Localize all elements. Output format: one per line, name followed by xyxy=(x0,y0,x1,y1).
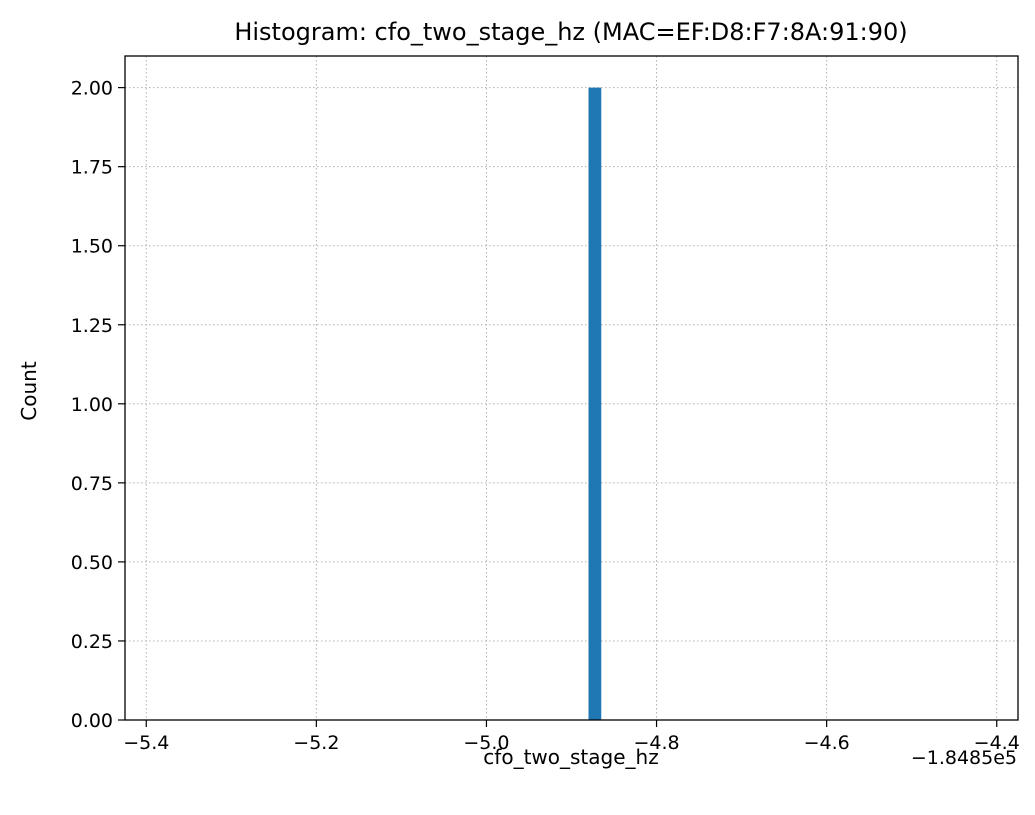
y-axis-label: Count xyxy=(17,361,41,421)
x-axis-ticks: −5.4 −5.2 −5.0 −4.8 −4.6 −4.4 xyxy=(123,720,1020,754)
x-tick-label: −4.6 xyxy=(804,732,850,754)
plot-frame xyxy=(124,55,1019,721)
x-tick-label: −5.0 xyxy=(463,732,509,754)
y-tick-label: 0.75 xyxy=(71,473,113,495)
y-tick-label: 2.00 xyxy=(71,78,113,100)
x-tick-label: −5.2 xyxy=(293,732,339,754)
grid-lines xyxy=(125,56,1018,721)
y-axis-ticks: 0.00 0.25 0.50 0.75 1.00 1.25 1.50 1.75 2.00 xyxy=(71,78,125,732)
x-tick-label: −5.4 xyxy=(123,732,169,754)
y-tick-label: 0.25 xyxy=(71,631,113,653)
y-tick-label: 1.25 xyxy=(71,315,113,337)
x-axis-offset-label: −1.8485e5 xyxy=(911,747,1017,769)
x-tick-label: −4.4 xyxy=(974,732,1020,754)
x-tick-label: −4.8 xyxy=(633,732,679,754)
y-tick-label: 1.00 xyxy=(71,394,113,416)
chart-title: Histogram: cfo_two_stage_hz (MAC=EF:D8:F… xyxy=(234,18,907,46)
y-tick-label: 1.75 xyxy=(71,157,113,179)
y-tick-label: 1.50 xyxy=(71,236,113,258)
y-tick-label: 0.50 xyxy=(71,552,113,574)
x-axis-label: cfo_two_stage_hz xyxy=(483,745,658,769)
y-tick-label: 0.00 xyxy=(71,710,113,732)
histogram-bars xyxy=(588,87,602,721)
histogram-bar xyxy=(588,87,602,721)
